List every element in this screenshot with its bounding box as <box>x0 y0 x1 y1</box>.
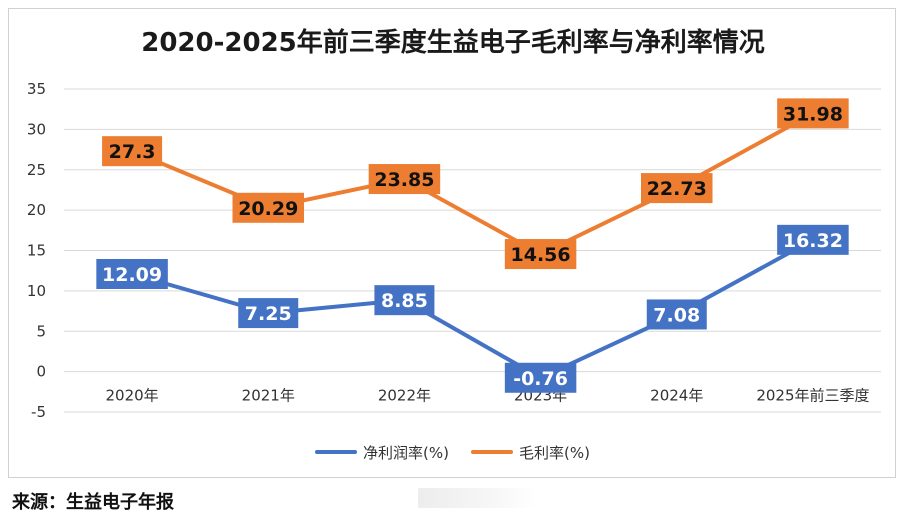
y-axis-ticks: 35 30 25 20 15 10 5 0 -5 <box>27 80 46 421</box>
y-tick-label: -5 <box>31 403 46 421</box>
data-label-box <box>232 192 304 223</box>
y-tick-label: 30 <box>27 120 46 138</box>
gridlines <box>64 88 881 413</box>
data-label-box <box>777 224 849 255</box>
y-tick-label: 0 <box>36 363 46 381</box>
x-category-label: 2024年 <box>650 387 703 405</box>
data-label-box <box>777 98 849 129</box>
data-label-box <box>646 299 707 330</box>
data-label: 27.3 <box>109 141 156 163</box>
data-label: 7.25 <box>245 303 292 325</box>
data-label-box <box>641 173 713 204</box>
y-tick-label: 5 <box>36 322 46 340</box>
data-label-box <box>238 298 299 329</box>
data-label-box <box>504 239 577 270</box>
watermark <box>418 488 536 508</box>
legend: 净利润率(%) 毛利率(%) <box>315 444 590 462</box>
y-tick-label: 10 <box>27 282 46 300</box>
data-label: 7.08 <box>653 304 700 326</box>
data-label: 12.09 <box>102 264 162 286</box>
data-labels: 12.09 7.25 8.85 -0.76 7.08 16.32 27.3 20.29 23.8… <box>96 98 849 393</box>
y-tick-label: 25 <box>27 161 46 179</box>
series-lines <box>130 111 815 380</box>
data-label-box <box>368 164 441 195</box>
x-category-label: 2020年 <box>105 387 158 405</box>
data-label: -0.76 <box>513 368 568 390</box>
legend-label: 毛利率(%) <box>519 444 590 462</box>
data-label: 16.32 <box>783 230 843 252</box>
data-label: 8.85 <box>381 290 428 312</box>
chart-title: 2020-2025年前三季度生益电子毛利率与净利率情况 <box>141 27 765 58</box>
data-label-box <box>102 136 163 167</box>
series-line-0 <box>130 237 815 380</box>
data-label: 23.85 <box>374 169 434 191</box>
source-note: 来源：生益电子年报 <box>12 492 174 513</box>
data-label: 20.29 <box>238 198 298 220</box>
data-label-box <box>96 258 168 289</box>
x-axis-categories: 2020年 2021年 2022年 2023年 2024年 2025年前三季度 <box>105 387 869 405</box>
y-tick-label: 15 <box>27 242 46 260</box>
data-label: 22.73 <box>647 178 707 200</box>
y-tick-label: 35 <box>27 80 46 98</box>
x-category-label: 2025年前三季度 <box>756 387 869 405</box>
y-tick-label: 20 <box>27 201 46 219</box>
data-label: 31.98 <box>783 103 843 125</box>
data-label-box <box>374 285 435 316</box>
x-category-label: 2021年 <box>242 387 295 405</box>
x-category-label: 2022年 <box>378 387 431 405</box>
legend-label: 净利润率(%) <box>363 444 449 462</box>
line-chart: 2020-2025年前三季度生益电子毛利率与净利率情况 35 30 25 20 15 10… <box>27 27 881 462</box>
data-label-box <box>504 362 577 393</box>
data-label: 14.56 <box>511 244 571 266</box>
chart-frame: 2020-2025年前三季度生益电子毛利率与净利率情况 35 30 25 20 15 10… <box>8 8 896 478</box>
